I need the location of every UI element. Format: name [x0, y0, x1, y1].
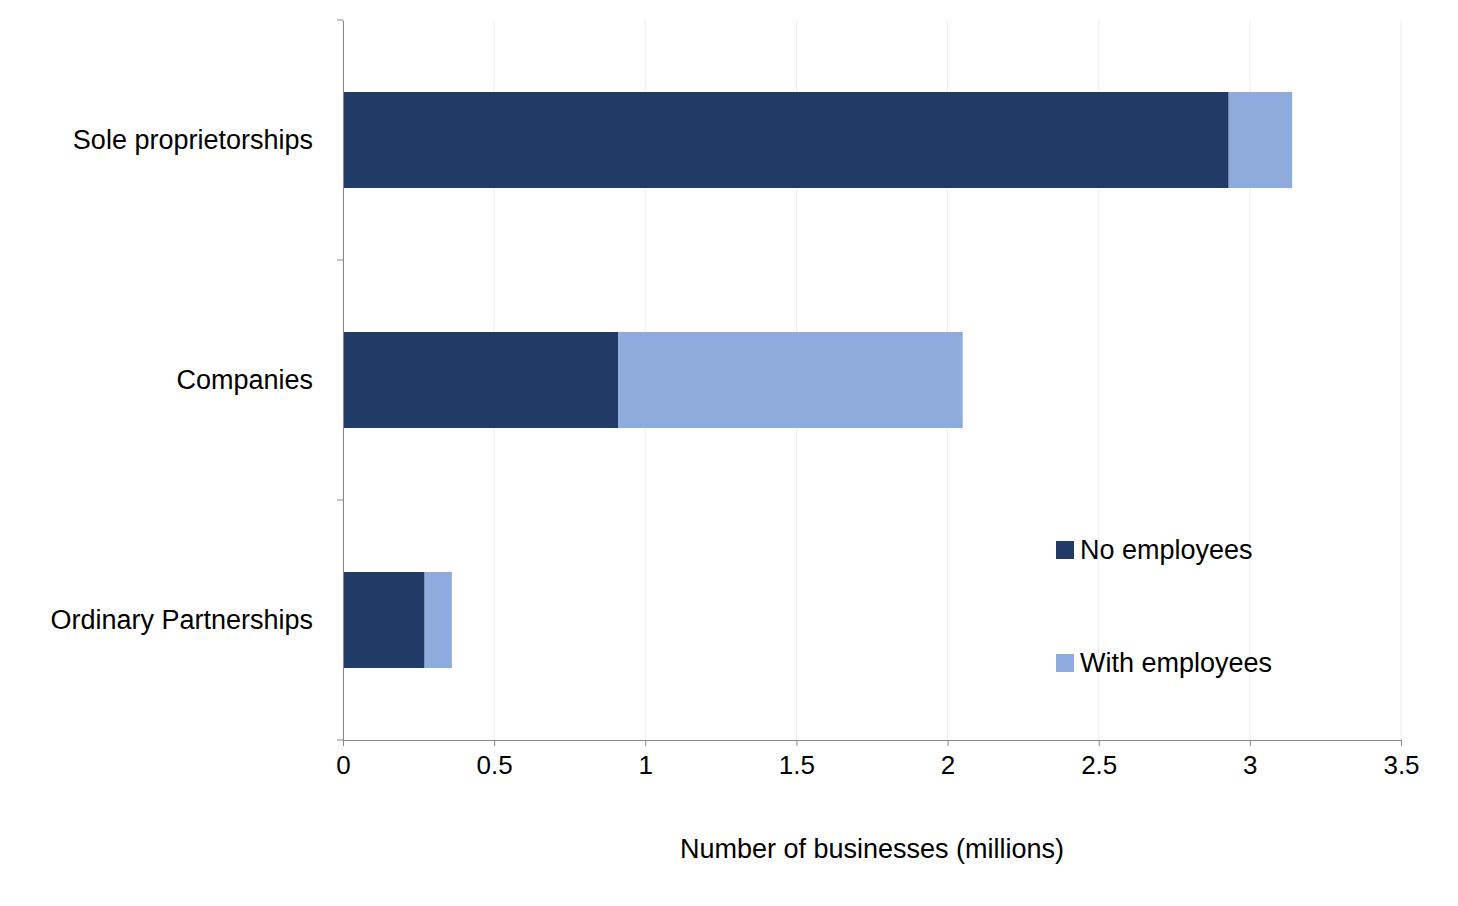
y-tick-label: Sole proprietorships [73, 125, 313, 155]
x-tick-label: 2 [941, 750, 955, 780]
x-tick-mark [645, 740, 646, 746]
y-axis: Sole proprietorships Companies Ordinary Pa… [50, 21, 343, 741]
x-tick-mark [1250, 740, 1251, 746]
x-tick: 3 [1243, 740, 1257, 780]
x-tick-label: 1 [639, 750, 653, 780]
x-tick-mark [1401, 740, 1402, 746]
y-tick: Companies [176, 365, 313, 395]
y-tick-label: Ordinary Partnerships [50, 605, 313, 635]
plot: 0 0.5 1 1.5 2 2.5 3 3.5 Sole proprietorships Comp… [50, 20, 1419, 780]
y-separator [337, 500, 343, 501]
grid-line [343, 20, 344, 740]
bar [343, 332, 618, 428]
legend: No employees With employees [1056, 535, 1272, 678]
y-separators [337, 20, 343, 740]
x-tick: 2 [941, 740, 955, 780]
y-separator [337, 260, 343, 261]
x-tick: 0 [336, 740, 350, 780]
bar [343, 572, 425, 668]
series [425, 92, 1293, 668]
y-tick: Ordinary Partnerships [50, 605, 313, 635]
x-tick-mark [948, 740, 949, 746]
x-axis: 0 0.5 1 1.5 2 2.5 3 3.5 [336, 740, 1419, 780]
x-axis-line [344, 740, 1402, 741]
chart: 0 0.5 1 1.5 2 2.5 3 3.5 Sole proprietorships Comp… [0, 0, 1458, 906]
bar [1229, 92, 1292, 188]
legend-swatch [1056, 654, 1074, 672]
x-tick-label: 3 [1243, 750, 1257, 780]
x-tick: 1 [639, 740, 653, 780]
y-separator [337, 20, 343, 21]
grid [343, 20, 1401, 740]
x-tick-label: 0 [336, 750, 350, 780]
x-tick-label: 3.5 [1383, 750, 1419, 780]
legend-label: With employees [1080, 648, 1272, 678]
x-tick: 3.5 [1383, 740, 1419, 780]
x-tick: 2.5 [1081, 740, 1117, 780]
bars [343, 92, 1292, 668]
x-axis-title: Number of businesses (millions) [680, 834, 1064, 864]
bar [618, 332, 963, 428]
y-tick-label: Companies [176, 365, 313, 395]
y-separator [337, 740, 343, 741]
x-tick-mark [343, 740, 344, 746]
x-tick-label: 2.5 [1081, 750, 1117, 780]
y-axis-line [343, 21, 344, 741]
x-tick: 1.5 [779, 740, 815, 780]
series [343, 92, 1229, 668]
bar [425, 572, 452, 668]
bar [343, 92, 1229, 188]
legend-swatch [1056, 541, 1074, 559]
legend-label: No employees [1080, 535, 1253, 565]
x-tick: 0.5 [477, 740, 513, 780]
x-tick-label: 1.5 [779, 750, 815, 780]
x-tick-mark [1099, 740, 1100, 746]
x-tick-mark [796, 740, 797, 746]
y-tick: Sole proprietorships [73, 125, 313, 155]
x-tick-mark [494, 740, 495, 746]
x-tick-label: 0.5 [477, 750, 513, 780]
grid-line [1401, 20, 1402, 740]
